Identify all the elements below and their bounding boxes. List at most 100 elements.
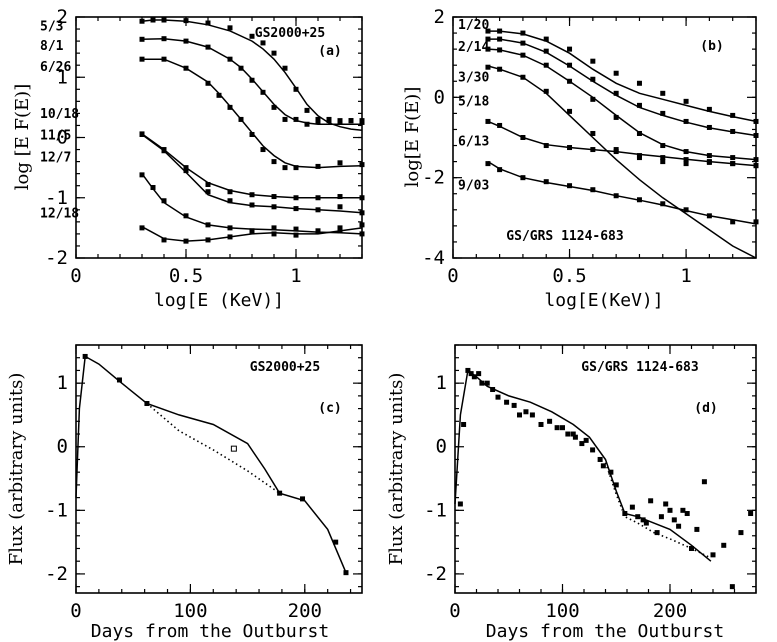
panel-b-data-point xyxy=(683,161,689,167)
panel-a-ytick-label: -2 xyxy=(45,247,68,269)
panel-b-series-label: 5/18 xyxy=(458,94,489,109)
panel-d-data-point xyxy=(579,441,585,447)
panel-d-model-solid xyxy=(454,369,712,562)
panel-a-data-point xyxy=(161,36,167,42)
panel-a-data-point xyxy=(348,118,354,124)
panel-a: 0 0.5 1 -2 -1 0 1 2 5/3 8/1 6/26 10/18 11/5 12/7 12/1… xyxy=(12,6,365,311)
panel-a-data-point xyxy=(227,189,233,195)
panel-b-data-point xyxy=(520,74,526,80)
panel-b-data-point xyxy=(497,167,503,173)
panel-b-data-point xyxy=(567,62,573,68)
panel-a-data-point xyxy=(282,65,288,71)
panel-a-data-point xyxy=(249,131,255,137)
panel-a-data-point xyxy=(260,89,266,95)
panel-a-data-point xyxy=(183,238,189,244)
panel-c-xtick-label: 0 xyxy=(70,600,81,622)
panel-a-data-point xyxy=(139,131,145,137)
panel-b-data-point xyxy=(567,183,573,189)
panel-a-series-label: 12/18 xyxy=(40,207,79,222)
panel-c-ytick-label: -1 xyxy=(45,499,68,521)
panel-a-data-point xyxy=(183,165,189,171)
panel-a-series-label: 10/18 xyxy=(40,107,79,122)
panel-b-data-point xyxy=(706,213,712,219)
panel-b-ytick-label: -4 xyxy=(422,247,445,269)
panel-a-data-point xyxy=(359,231,365,237)
panel-b-data-point xyxy=(730,219,736,225)
panel-b-data-point xyxy=(636,153,642,159)
panel-b-data-point xyxy=(590,187,596,193)
panel-a-data-point xyxy=(337,119,343,125)
panel-b-model-curve-2 xyxy=(487,48,757,161)
panel-b-xtick-label: 1 xyxy=(680,265,691,287)
panel-a-data-point xyxy=(271,194,277,200)
panel-a-data-point xyxy=(139,172,145,178)
panel-b-data-point xyxy=(567,46,573,52)
panel-d-data-point xyxy=(748,511,754,517)
panel-d-ytick-label: -1 xyxy=(424,499,447,521)
panel-a-data-point xyxy=(337,194,343,200)
panel-d-tick-labels: 0 100 200 -2 -1 0 1 xyxy=(424,372,687,622)
panel-a-data-point xyxy=(227,225,233,231)
panel-a-data-point xyxy=(315,228,321,234)
panel-b-data-point xyxy=(543,48,549,54)
panel-c-data-point xyxy=(333,539,339,545)
panel-b-data-point xyxy=(590,58,596,64)
panel-a-xlabel: log[E (KeV)] xyxy=(154,290,284,311)
panel-b-data-point xyxy=(520,175,526,181)
panel-a-data-point xyxy=(139,36,145,42)
panel-d-curves xyxy=(454,369,712,562)
panel-b-title: GS/GRS 1124-683 xyxy=(506,229,623,244)
panel-a-data-point xyxy=(205,237,211,243)
panel-c-title: GS2000+25 xyxy=(250,360,320,375)
panel-a-data-point xyxy=(293,232,299,238)
panel-a-data-point xyxy=(249,228,255,234)
panel-a-data-point xyxy=(161,237,167,243)
panel-d-xtick-label: 0 xyxy=(449,600,460,622)
panel-d-data-point xyxy=(622,511,628,517)
panel-d-data-point xyxy=(680,507,686,513)
panel-a-model-curve-4 xyxy=(141,133,363,214)
panel-b-data-point xyxy=(543,179,549,185)
panel-d-model-dotted xyxy=(604,462,712,559)
panel-d-data-point xyxy=(654,530,660,536)
panel-a-model-curve-1 xyxy=(141,37,362,125)
panel-d-data-point xyxy=(689,545,694,551)
panel-b-data-point xyxy=(567,108,573,114)
panel-a-data-point xyxy=(359,210,365,216)
panel-a-xtick-label: 0.5 xyxy=(169,265,203,287)
panel-d-data-point xyxy=(694,526,700,532)
panel-b-xtick-label: 0 xyxy=(447,265,458,287)
panel-b-curves xyxy=(487,30,757,259)
panel-d-data-point xyxy=(608,469,614,475)
panel-a-model-curve-6 xyxy=(141,226,363,242)
panel-c-ytick-label: 1 xyxy=(57,372,68,394)
panel-a-data-point xyxy=(216,92,222,98)
panel-d-data-point xyxy=(468,371,474,377)
panel-a-data-point xyxy=(227,234,233,240)
panel-d-data-point xyxy=(613,482,619,488)
panel-b-data-point xyxy=(660,155,666,161)
panel-c-points xyxy=(82,353,349,576)
panel-d-data-point xyxy=(461,421,467,427)
panel-b-data-point xyxy=(613,193,619,199)
panel-d-data-point xyxy=(629,504,635,510)
panel-a-series-label: 12/7 xyxy=(40,151,71,166)
panel-a-data-point xyxy=(183,65,189,71)
panel-c-data-point xyxy=(82,353,88,359)
panel-a-data-point xyxy=(359,162,365,168)
panel-a-data-point xyxy=(205,80,211,86)
panel-b-data-point xyxy=(636,102,642,108)
panel-a-data-point xyxy=(139,225,145,231)
panel-a-data-point xyxy=(359,119,365,125)
panel-a-data-point xyxy=(205,181,211,187)
panel-d-data-point xyxy=(572,434,578,440)
panel-a-data-point xyxy=(337,228,343,234)
panel-a-data-point xyxy=(293,116,299,122)
panel-a-ytick-label: 2 xyxy=(57,6,68,28)
panel-d-data-point xyxy=(721,542,727,548)
panel-b-data-point xyxy=(753,163,759,169)
panel-a-data-point xyxy=(150,17,156,23)
panel-c-xlabel: Days from the Outburst xyxy=(91,621,329,642)
panel-d-data-point xyxy=(701,479,707,485)
panel-b-data-point xyxy=(753,219,759,225)
